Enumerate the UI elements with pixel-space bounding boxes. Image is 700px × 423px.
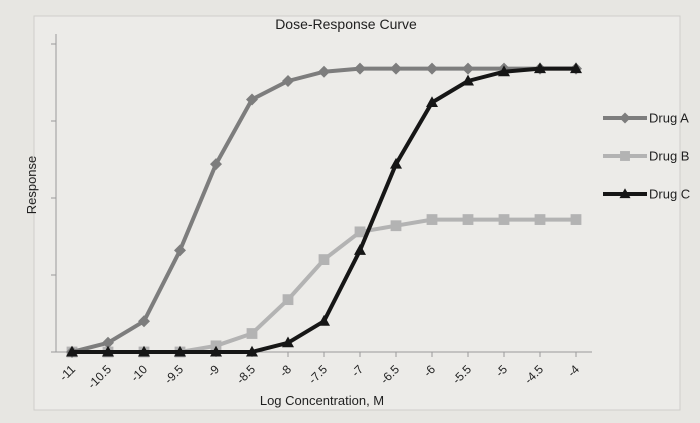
legend: Drug A Drug B Drug C [603,111,690,202]
legend-item-drug-c: Drug C [603,187,690,202]
point-drug-b-10 [426,214,438,225]
point-drug-b-14 [570,214,582,225]
point-drug-c-4 [210,345,222,357]
legend-marker-drug-b [620,151,630,161]
chart-title: Dose-Response Curve [275,16,417,32]
point-drug-b-9 [390,220,402,232]
y-axis-title: Response [24,156,39,215]
point-drug-c-5 [246,345,258,357]
point-drug-a-10 [426,62,438,75]
point-drug-b-13 [534,214,546,225]
point-drug-c-14 [570,62,582,74]
point-drug-b-12 [498,214,510,225]
legend-marker-drug-a [619,112,631,124]
legend-item-drug-b: Drug B [603,149,689,164]
point-drug-c-0 [66,345,78,357]
point-drug-b-8 [354,226,366,238]
point-drug-b-11 [462,214,474,225]
point-drug-b-5 [246,328,258,339]
point-drug-b-6 [282,294,294,306]
point-drug-c-11 [462,74,474,86]
point-drug-a-2 [138,315,150,328]
point-drug-a-6 [282,74,294,87]
legend-item-drug-a: Drug A [603,111,689,126]
point-drug-c-3 [174,345,186,357]
point-drug-a-3 [174,244,186,257]
point-drug-a-11 [462,62,474,75]
chart-area [33,15,681,411]
x-axis-title: Log Concentration, M [260,393,384,408]
series-layer [66,62,582,358]
point-drug-a-8 [354,62,366,75]
point-drug-c-13 [534,62,546,74]
point-drug-a-5 [246,93,258,106]
point-drug-c-10 [426,96,438,108]
legend-marker-drug-c [619,188,631,199]
series-drug-c [66,62,582,357]
point-drug-c-8 [354,244,366,255]
point-drug-c-2 [138,345,150,357]
point-drug-b-7 [318,254,330,265]
point-drug-a-4 [210,158,222,171]
point-drug-c-7 [318,314,330,326]
point-drug-c-6 [282,336,294,348]
legend-label-drug-c: Drug C [649,187,690,202]
point-drug-c-12 [498,65,510,77]
legend-label-drug-a: Drug A [649,111,689,126]
legend-label-drug-b: Drug B [649,149,689,164]
point-drug-a-7 [318,65,330,78]
point-drug-a-9 [390,62,402,75]
point-drug-a-1 [102,336,114,349]
point-drug-c-1 [102,345,114,357]
point-drug-c-9 [390,157,402,169]
